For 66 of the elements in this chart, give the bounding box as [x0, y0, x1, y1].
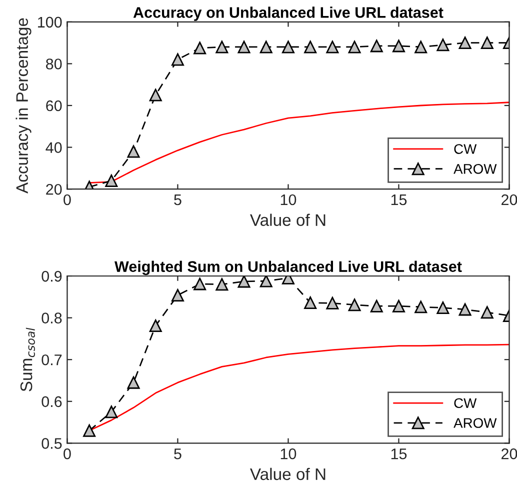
x-tick-label: 20	[502, 194, 517, 206]
y-tick-label: 0.7	[42, 354, 62, 366]
point	[216, 40, 228, 54]
point	[458, 36, 472, 50]
y-tick-label: 100	[38, 16, 62, 28]
legend-label: CW	[454, 398, 477, 408]
x-tick-label: 0	[64, 448, 71, 460]
legend-label: AROW	[454, 418, 497, 428]
point	[480, 36, 494, 50]
point	[370, 40, 383, 52]
chart-title: Accuracy on Unbalanced Live URL dataset	[133, 6, 444, 21]
y-tick-label: 0.9	[42, 270, 62, 282]
legend-label: CW	[454, 144, 477, 154]
point	[127, 376, 140, 389]
y-tick-label: 80	[46, 58, 62, 70]
point	[304, 296, 317, 309]
x-tick-label: 20	[502, 448, 517, 460]
y-axis-title: Sum$_{csoal}$	[20, 328, 35, 392]
point	[238, 276, 250, 288]
y-tick-label: 0.8	[42, 312, 62, 324]
legend-label: AROW	[454, 164, 497, 174]
y-axis-title: Accuracy in Percentage	[16, 18, 32, 194]
x-axis-title: Value of N	[250, 468, 326, 480]
point	[414, 300, 428, 314]
point	[392, 300, 405, 312]
point	[127, 145, 140, 158]
y-tick-label: 0.6	[42, 396, 62, 408]
y-tick-label: 40	[46, 142, 62, 153]
point	[149, 319, 162, 332]
x-tick-label: 15	[391, 194, 407, 206]
y-tick-label: 60	[46, 100, 62, 112]
point	[282, 40, 294, 54]
point	[304, 40, 317, 54]
point	[414, 40, 428, 54]
y-tick-label: 0.5	[42, 438, 62, 449]
point	[194, 278, 206, 290]
point	[171, 288, 184, 302]
point	[149, 88, 162, 102]
point	[458, 303, 472, 316]
point	[83, 424, 96, 437]
chart-title: Weighted Sum on Unbalanced Live URL dataset	[114, 260, 462, 276]
point	[370, 300, 383, 312]
point	[326, 296, 339, 310]
point	[260, 40, 272, 54]
x-tick-label: 10	[280, 194, 296, 206]
point	[392, 40, 405, 52]
x-tick-label: 5	[174, 448, 182, 460]
point	[105, 406, 118, 418]
point	[194, 42, 206, 54]
x-tick-label: 10	[280, 448, 296, 460]
point	[326, 40, 339, 54]
point	[105, 174, 118, 187]
x-axis-title: Value of N	[250, 214, 326, 226]
x-tick-label: 0	[64, 194, 71, 206]
y-tick-label: 20	[46, 184, 62, 195]
point	[260, 276, 272, 288]
point	[480, 306, 494, 319]
point	[436, 38, 450, 52]
point	[216, 278, 228, 291]
point	[348, 40, 361, 54]
point	[348, 298, 361, 312]
x-tick-label: 5	[174, 194, 182, 206]
point	[436, 302, 450, 314]
point	[171, 53, 184, 66]
x-tick-label: 15	[391, 448, 407, 460]
point	[238, 40, 250, 54]
